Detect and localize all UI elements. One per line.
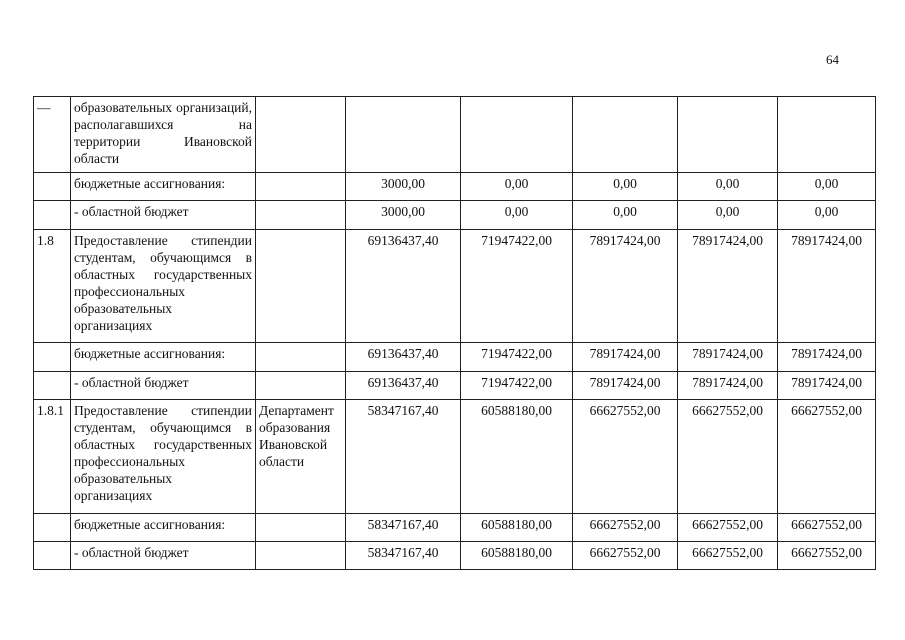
table-cell: бюджетные ассигнования: — [70, 342, 256, 372]
table-row: 1.8.1 Предоставление стипендии студентам,… — [33, 399, 876, 514]
table-cell: - областной бюджет — [70, 200, 256, 230]
table-cell — [33, 200, 71, 230]
table-cell — [255, 172, 346, 201]
table-cell: 58347167,40 — [345, 541, 461, 570]
table-cell: 0,00 — [572, 200, 678, 230]
table-cell: 0,00 — [460, 172, 573, 201]
table-cell: 69136437,40 — [345, 229, 461, 343]
table-cell: 0,00 — [677, 172, 778, 201]
table-cell — [33, 172, 71, 201]
table-cell: 66627552,00 — [677, 399, 778, 514]
table-cell: 66627552,00 — [572, 541, 678, 570]
table-row: бюджетные ассигнования: 3000,00 0,00 0,00 0,… — [33, 172, 876, 201]
table-cell: 0,00 — [572, 172, 678, 201]
table-row: - областной бюджет 69136437,40 71947422,00… — [33, 371, 876, 400]
table-cell — [345, 96, 461, 173]
table-cell: 58347167,40 — [345, 399, 461, 514]
table-row: бюджетные ассигнования: 69136437,40 719474… — [33, 342, 876, 372]
table-cell: 78917424,00 — [572, 229, 678, 343]
table-cell: 66627552,00 — [677, 513, 778, 542]
table-cell — [460, 96, 573, 173]
table-cell — [33, 541, 71, 570]
table-cell — [33, 342, 71, 372]
table-cell: — — [33, 96, 71, 173]
table-cell: образовательных организаций, располагавш… — [70, 96, 256, 173]
table-cell: Предоставление стипендии студентам, обуч… — [70, 399, 256, 514]
table-cell — [255, 229, 346, 343]
table-cell: 66627552,00 — [777, 541, 876, 570]
table-row: бюджетные ассигнования: 58347167,40 605881… — [33, 513, 876, 542]
table-cell — [33, 513, 71, 542]
table-cell: 0,00 — [777, 172, 876, 201]
table-cell: 66627552,00 — [677, 541, 778, 570]
table-cell — [255, 342, 346, 372]
table-cell: 66627552,00 — [777, 513, 876, 542]
table-row: - областной бюджет 3000,00 0,00 0,00 0,00 0,0… — [33, 200, 876, 230]
table-cell: 69136437,40 — [345, 342, 461, 372]
table-cell: 66627552,00 — [572, 399, 678, 514]
table-cell — [255, 96, 346, 173]
table-cell: Предоставление стипендии студентам, обуч… — [70, 229, 256, 343]
table-cell: 3000,00 — [345, 200, 461, 230]
table-cell — [255, 541, 346, 570]
table-cell: 78917424,00 — [572, 371, 678, 400]
table-cell: 69136437,40 — [345, 371, 461, 400]
page-number: 64 — [826, 52, 839, 67]
table-cell: 78917424,00 — [777, 371, 876, 400]
table-cell: 78917424,00 — [677, 229, 778, 343]
table-cell — [255, 513, 346, 542]
table-cell: 0,00 — [460, 200, 573, 230]
table-cell: 78917424,00 — [677, 371, 778, 400]
table-cell — [777, 96, 876, 173]
table-row: - областной бюджет 58347167,40 60588180,00… — [33, 541, 876, 570]
table-cell: 78917424,00 — [777, 342, 876, 372]
table-cell: 1.8 — [33, 229, 71, 343]
table-cell — [677, 96, 778, 173]
table-cell: 58347167,40 — [345, 513, 461, 542]
table-cell: 66627552,00 — [572, 513, 678, 542]
table-cell — [255, 371, 346, 400]
table-cell — [33, 371, 71, 400]
table-cell: 0,00 — [677, 200, 778, 230]
table-cell: 78917424,00 — [777, 229, 876, 343]
table-cell: 0,00 — [777, 200, 876, 230]
table-cell: 78917424,00 — [677, 342, 778, 372]
table-cell: 60588180,00 — [460, 541, 573, 570]
table-row: 1.8 Предоставление стипендии студентам, о… — [33, 229, 876, 343]
budget-table: — образовательных организаций, располагав… — [33, 96, 876, 570]
table-cell: бюджетные ассигнования: — [70, 513, 256, 542]
table-cell: 78917424,00 — [572, 342, 678, 372]
table-cell: 1.8.1 — [33, 399, 71, 514]
table-cell: - областной бюджет — [70, 541, 256, 570]
table-cell: 71947422,00 — [460, 342, 573, 372]
table-cell: бюджетные ассигнования: — [70, 172, 256, 201]
table-cell: - областной бюджет — [70, 371, 256, 400]
table-cell: Департамент образования Ивановской облас… — [255, 399, 346, 514]
table-row: — образовательных организаций, располагав… — [33, 96, 876, 173]
table-cell: 60588180,00 — [460, 399, 573, 514]
table-cell: 60588180,00 — [460, 513, 573, 542]
table-cell: 71947422,00 — [460, 229, 573, 343]
table-cell — [255, 200, 346, 230]
table-cell: 66627552,00 — [777, 399, 876, 514]
table-cell — [572, 96, 678, 173]
table-cell: 71947422,00 — [460, 371, 573, 400]
table-cell: 3000,00 — [345, 172, 461, 201]
